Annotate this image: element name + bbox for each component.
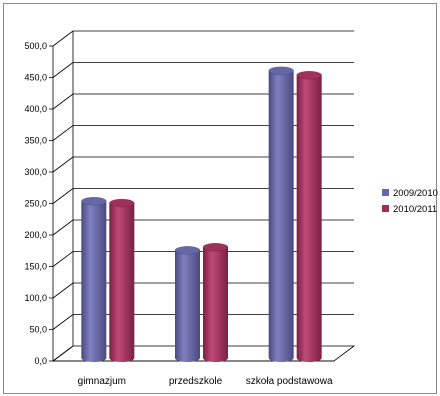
y-tick-label: 100,0 [24, 293, 47, 303]
bar-top [109, 198, 135, 208]
y-tick-label: 350,0 [24, 136, 47, 146]
bar-body [268, 70, 294, 362]
bar-top [202, 242, 229, 252]
bar-top [174, 246, 201, 255]
y-tick-label: 150,0 [24, 262, 47, 272]
bar-body [296, 75, 322, 362]
bar [109, 198, 135, 362]
y-axis-ticks: 0,0 50,0 100,0 150,0 200,0 250,0 300,0 350,0 400… [24, 41, 53, 366]
bar-top [296, 70, 322, 80]
x-tick-label: szkoła podstawowa [246, 376, 333, 387]
bar-body [109, 203, 135, 362]
gridline-diagonal [52, 345, 74, 362]
gridline-diagonal [52, 30, 74, 47]
x-tick-label: gimnazjum [78, 376, 126, 387]
gridline-diagonal [52, 93, 74, 110]
y-tick-label: 400,0 [24, 104, 47, 114]
legend-swatch [382, 205, 389, 212]
legend: 2009/2010 2010/2011 [382, 188, 438, 215]
gridline-diagonal [52, 251, 74, 267]
bar-body [81, 201, 107, 362]
bar-body [175, 250, 200, 362]
y-tick-label: 450,0 [24, 73, 47, 83]
y-tick-label: 0,0 [34, 356, 47, 366]
gridline-diagonal [52, 188, 74, 204]
bars [81, 66, 322, 362]
bar-body [203, 247, 228, 362]
gridline-diagonal [52, 282, 74, 299]
x-tick-label: przedszkole [169, 376, 223, 387]
bar [174, 246, 201, 362]
bar [202, 242, 229, 362]
x-axis-labels: gimnazjum przedszkole szkoła podstawowa [78, 376, 333, 387]
legend-label: 2010/2011 [393, 204, 437, 215]
gridline-diagonal [52, 219, 74, 236]
gridline-diagonal [52, 125, 74, 141]
bar [268, 66, 294, 362]
y-tick-label: 200,0 [24, 230, 47, 240]
bar-top [81, 196, 107, 206]
legend-label: 2009/2010 [393, 188, 438, 199]
y-tick-label: 250,0 [24, 199, 47, 209]
legend-swatch [382, 189, 389, 196]
bar [81, 196, 107, 362]
bar-top [268, 66, 294, 75]
gridline-diagonal [52, 62, 74, 78]
gridline-diagonal [52, 314, 74, 330]
bar [296, 70, 322, 362]
y-tick-label: 300,0 [24, 167, 47, 177]
gridline-diagonal [52, 156, 74, 173]
y-tick-label: 500,0 [24, 41, 47, 51]
y-tick-label: 50,0 [29, 325, 47, 335]
